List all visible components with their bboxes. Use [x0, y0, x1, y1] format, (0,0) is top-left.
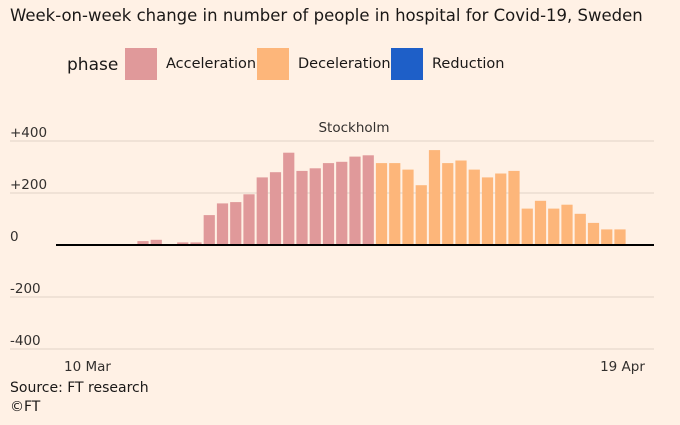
bar	[283, 152, 295, 245]
bar	[455, 160, 467, 245]
bar	[203, 215, 215, 245]
legend-swatch-reduction	[391, 48, 423, 80]
bar	[468, 169, 480, 245]
y-tick-label: +200	[10, 177, 47, 193]
bar	[428, 150, 441, 245]
legend-label-deceleration: Deceleration	[298, 56, 391, 72]
bar	[243, 194, 255, 245]
bar	[375, 163, 388, 245]
bar	[402, 169, 414, 245]
bar	[508, 170, 520, 245]
panel-title: Stockholm	[318, 120, 389, 136]
y-tick-label: 0	[10, 229, 19, 245]
bar	[574, 213, 586, 245]
bar	[322, 163, 335, 245]
bar	[269, 172, 282, 245]
bar	[442, 163, 454, 245]
chart-title: Week-on-week change in number of people …	[10, 6, 643, 25]
bar	[481, 177, 494, 245]
bar	[534, 200, 547, 245]
bar	[256, 177, 268, 245]
legend-swatch-deceleration	[257, 48, 289, 80]
bar	[216, 203, 229, 245]
bar	[561, 204, 573, 245]
bar	[601, 229, 613, 245]
legend-swatch-acceleration	[125, 48, 157, 80]
x-tick-label: 10 Mar	[64, 359, 111, 375]
bar	[415, 185, 427, 245]
bar	[587, 222, 600, 245]
bar	[137, 241, 149, 245]
bar	[296, 170, 308, 245]
y-tick-label: -400	[10, 333, 41, 349]
y-tick-label: +400	[10, 125, 47, 141]
bar	[177, 242, 189, 245]
legend-title: phase	[67, 55, 119, 75]
bar	[150, 239, 162, 245]
copyright-note: ©FT	[10, 399, 41, 415]
bar	[389, 163, 401, 245]
x-tick-label: 19 Apr	[600, 359, 645, 375]
legend: phase Acceleration Deceleration Reductio…	[0, 48, 680, 80]
y-tick-label: -200	[10, 281, 41, 297]
bar	[190, 242, 202, 245]
source-note: Source: FT research	[10, 380, 149, 396]
bar	[614, 229, 626, 245]
legend-label-acceleration: Acceleration	[166, 56, 257, 72]
bar	[495, 173, 507, 245]
bar	[349, 156, 361, 245]
bar	[362, 155, 374, 245]
bar	[309, 168, 321, 245]
bar	[548, 208, 560, 245]
legend-label-reduction: Reduction	[432, 56, 505, 72]
bar	[230, 202, 242, 245]
bar	[521, 208, 533, 245]
bar	[336, 161, 348, 245]
